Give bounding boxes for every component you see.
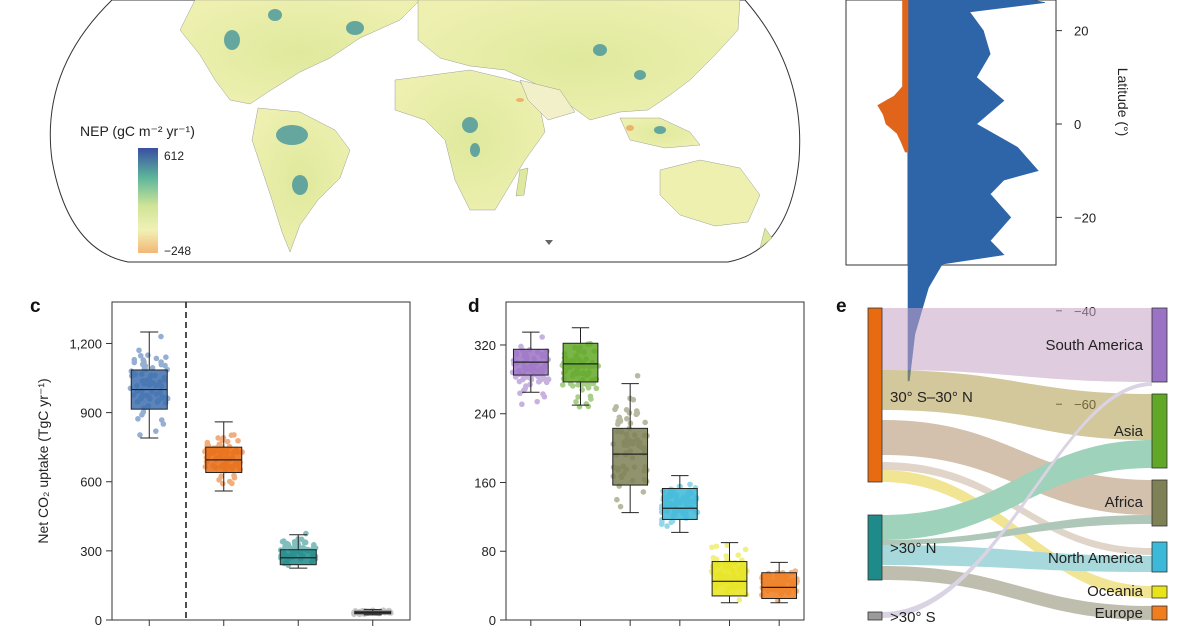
panel-d-box-3 xyxy=(658,475,701,533)
panel-c: c 0 300 600 900 1,200 Net CO₂ uptake (TgC yr… xyxy=(30,296,411,628)
panel-c-tick-label: 600 xyxy=(80,475,102,490)
panel-d-box-5 xyxy=(759,561,800,604)
node-north xyxy=(867,514,883,581)
source-label-tropics: 30° S–30° N xyxy=(890,389,973,406)
flow-north-asia xyxy=(882,440,1152,540)
node-europe xyxy=(1151,605,1168,621)
target-label-africa: Africa xyxy=(1105,494,1144,511)
panel-c-box-3 xyxy=(351,607,394,618)
node-asia xyxy=(1151,393,1168,469)
panel-c-tick-label: 300 xyxy=(80,544,102,559)
flow-north-africa xyxy=(882,515,1152,545)
panel-c-ticks: 0 300 600 900 1,200 xyxy=(69,336,374,628)
panel-c-y-label: Net CO₂ uptake (TgC yr⁻¹) xyxy=(35,378,51,543)
node-south xyxy=(867,611,883,621)
target-label-asia: Asia xyxy=(1114,423,1144,440)
madagascar-land xyxy=(515,167,529,197)
panel-c-frame xyxy=(111,301,411,621)
profile-y-label: Latitude (°) xyxy=(1115,68,1131,137)
panel-d-box-1 xyxy=(559,327,602,410)
nep-colorbar xyxy=(138,148,158,253)
target-label-south-america: South America xyxy=(1045,337,1143,354)
panel-d-frame xyxy=(505,301,805,621)
panel-c-box-1 xyxy=(202,421,245,492)
panel-d-box-4 xyxy=(708,542,750,604)
source-label-north: >30° N xyxy=(890,540,936,557)
flow-tropics-south-america xyxy=(882,308,1152,382)
legend-max-label: 612 xyxy=(164,149,184,163)
nep-negative-spots xyxy=(516,98,634,131)
source-label-south: >30° S xyxy=(890,609,936,626)
flow-tropics-africa xyxy=(882,420,1152,515)
flow-tropics-north-america xyxy=(882,462,1152,555)
legend-min-label: −248 xyxy=(164,244,191,258)
panel-c-box-2 xyxy=(277,530,319,569)
profile-tick-label: −20 xyxy=(1074,210,1096,225)
profile-tick-label: 20 xyxy=(1074,24,1088,39)
node-tropics xyxy=(867,307,883,483)
panel-d-tick-label: 320 xyxy=(474,338,496,353)
panel-d-label: d xyxy=(468,296,480,317)
australia-land xyxy=(659,159,761,227)
node-south-america xyxy=(1151,307,1168,383)
sankey-flows xyxy=(882,308,1152,620)
panel-d-tick-label: 240 xyxy=(474,407,496,422)
panel-c-tick-label: 900 xyxy=(80,406,102,421)
profile-series-1 xyxy=(877,0,909,153)
panel-c-box-0 xyxy=(127,331,171,439)
small-island xyxy=(545,240,553,245)
new-zealand-land xyxy=(759,227,773,249)
panel-d-box-2 xyxy=(610,372,650,514)
panel-c-tick-label: 1,200 xyxy=(69,336,102,351)
panel-d-box-0 xyxy=(509,331,552,408)
panel-d-tick-label: 80 xyxy=(482,544,496,559)
eurasia-land xyxy=(417,0,741,121)
flow-north-north-america xyxy=(882,545,1152,572)
legend-title: NEP (gC m⁻² yr⁻¹) xyxy=(80,123,195,139)
panel-e: e 30° S–30° N >30° N >30° S South Americ… xyxy=(836,296,1168,626)
profile-tick-label: 0 xyxy=(1074,117,1081,132)
target-label-oceania: Oceania xyxy=(1087,583,1144,600)
flow-north-europe xyxy=(882,566,1152,620)
panel-d-tick-label: 160 xyxy=(474,475,496,490)
world-map: NEP (gC m⁻² yr⁻¹) 612 −248 xyxy=(49,0,801,263)
arabia-land xyxy=(519,79,576,121)
panel-e-label: e xyxy=(836,296,847,317)
panel-d-boxes xyxy=(509,327,800,604)
node-north-america xyxy=(1151,541,1168,573)
profile-frame xyxy=(845,0,1057,266)
target-label-north-america: North America xyxy=(1048,550,1144,567)
panel-d: d 0 80 160 240 320 xyxy=(468,296,805,628)
panel-c-boxes xyxy=(127,331,394,618)
node-oceania xyxy=(1151,585,1168,599)
panel-c-tick-label: 0 xyxy=(95,613,102,628)
panel-d-ticks: 0 80 160 240 320 xyxy=(474,338,780,628)
panel-c-label: c xyxy=(30,296,41,317)
nep-hotspots xyxy=(224,9,666,195)
target-label-europe: Europe xyxy=(1095,605,1143,622)
panel-d-tick-label: 0 xyxy=(489,613,496,628)
node-africa xyxy=(1151,479,1168,527)
